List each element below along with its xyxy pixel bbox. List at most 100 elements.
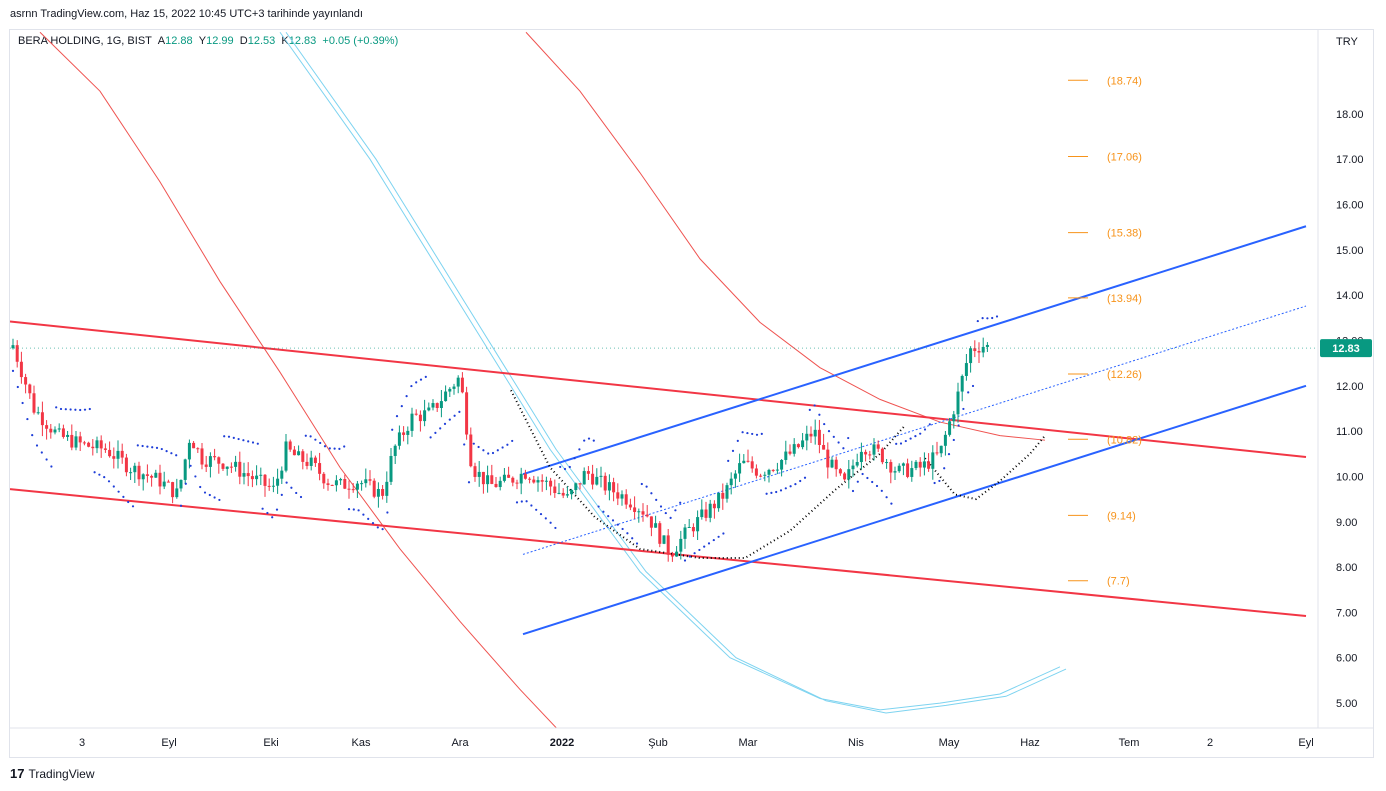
candle-body	[507, 474, 511, 478]
candle-body	[200, 448, 204, 465]
sar-dot	[247, 440, 250, 443]
candle-body	[557, 492, 561, 494]
sar-dot	[333, 447, 336, 450]
candle-body	[24, 377, 28, 385]
x-tick-label: 2022	[550, 737, 574, 749]
candle-body	[284, 441, 288, 471]
sar-dot	[381, 527, 384, 531]
sar-dot	[981, 317, 984, 320]
candle-body	[733, 473, 737, 479]
candle-body	[498, 480, 502, 488]
candle-body	[570, 490, 574, 495]
candle-body	[393, 445, 397, 456]
sar-dot	[165, 450, 168, 453]
candle-body	[376, 488, 380, 497]
candle-body	[969, 348, 973, 364]
sar-dot	[271, 516, 274, 519]
sar-dot	[712, 538, 715, 542]
sar-dot	[155, 446, 159, 449]
candle-body	[910, 468, 914, 477]
sar-dot	[362, 513, 365, 516]
sar-dot	[736, 439, 739, 442]
candle-body	[326, 483, 330, 485]
fib-level-label: (10.82)	[1107, 434, 1142, 446]
candle-body	[725, 485, 729, 499]
candle-body	[805, 433, 809, 441]
sar-dot	[976, 319, 979, 323]
sar-dot	[275, 508, 279, 511]
sar-dot	[799, 479, 802, 483]
sar-dot	[568, 465, 571, 469]
candle-body	[738, 463, 742, 474]
sar-dot	[448, 418, 451, 421]
y-tick-label: 14.00	[1336, 290, 1364, 302]
candle-body	[586, 471, 590, 474]
sar-dot	[880, 489, 883, 492]
sar-dot	[549, 521, 552, 524]
candle-body	[259, 474, 263, 476]
current-price-label: 12.83	[1332, 343, 1360, 355]
candle-body	[213, 456, 217, 458]
sar-dot	[21, 401, 24, 405]
candle-body	[196, 448, 200, 450]
candle-body	[868, 454, 872, 456]
candle-body	[544, 480, 548, 482]
sar-dot	[434, 431, 437, 434]
candle-body	[301, 451, 305, 462]
candle-body	[649, 516, 653, 528]
candle-body	[981, 346, 985, 353]
sar-dot	[376, 526, 379, 529]
sar-dot	[938, 479, 941, 483]
sar-dot	[851, 489, 855, 493]
candle-body	[452, 386, 456, 389]
candle-body	[292, 449, 296, 456]
candle-body	[662, 535, 666, 544]
candle-body	[931, 452, 935, 469]
sar-dot	[69, 408, 72, 411]
sar-dot	[203, 491, 207, 494]
candle-body	[633, 507, 637, 512]
candle-body	[229, 466, 233, 468]
x-tick-label: Mar	[739, 737, 758, 749]
footer: 17 TradingView	[10, 766, 95, 781]
candle-body	[918, 461, 922, 468]
candle-body	[578, 483, 582, 485]
candle-body	[456, 377, 460, 387]
sar-dot	[789, 485, 792, 488]
candle-body	[540, 480, 544, 482]
x-tick-label: Şub	[648, 737, 668, 749]
candle-body	[435, 403, 439, 408]
candle-body	[364, 479, 368, 484]
candle-body	[809, 433, 813, 437]
candle-body	[549, 480, 553, 487]
sar-dot	[386, 511, 389, 514]
candle-body	[679, 538, 683, 552]
candle-body	[330, 484, 334, 486]
sar-dot	[347, 508, 351, 511]
sar-dot	[208, 493, 211, 497]
candle-body	[339, 479, 343, 481]
sar-dot	[635, 542, 639, 545]
candle-body	[847, 469, 851, 480]
candle-body	[87, 442, 91, 447]
fib-level-label: (13.94)	[1107, 293, 1142, 305]
candle-body	[78, 436, 82, 443]
sar-dot	[237, 437, 240, 441]
candle-body	[490, 475, 494, 484]
fib-level-label: (18.74)	[1107, 75, 1142, 87]
x-tick-label: 3	[79, 737, 85, 749]
red-ma-line-slow	[525, 31, 1046, 441]
candle-body	[939, 445, 943, 454]
candle-body	[822, 445, 826, 450]
sar-dot	[986, 317, 989, 320]
sar-dot	[103, 476, 106, 479]
candle-body	[906, 463, 910, 477]
sar-dot	[770, 491, 773, 494]
candle-body	[95, 440, 99, 449]
candle-body	[263, 474, 267, 486]
x-tick-label: Haz	[1020, 737, 1040, 749]
candle-body	[675, 551, 679, 557]
sar-dot	[813, 404, 816, 407]
sar-dot	[765, 492, 768, 495]
